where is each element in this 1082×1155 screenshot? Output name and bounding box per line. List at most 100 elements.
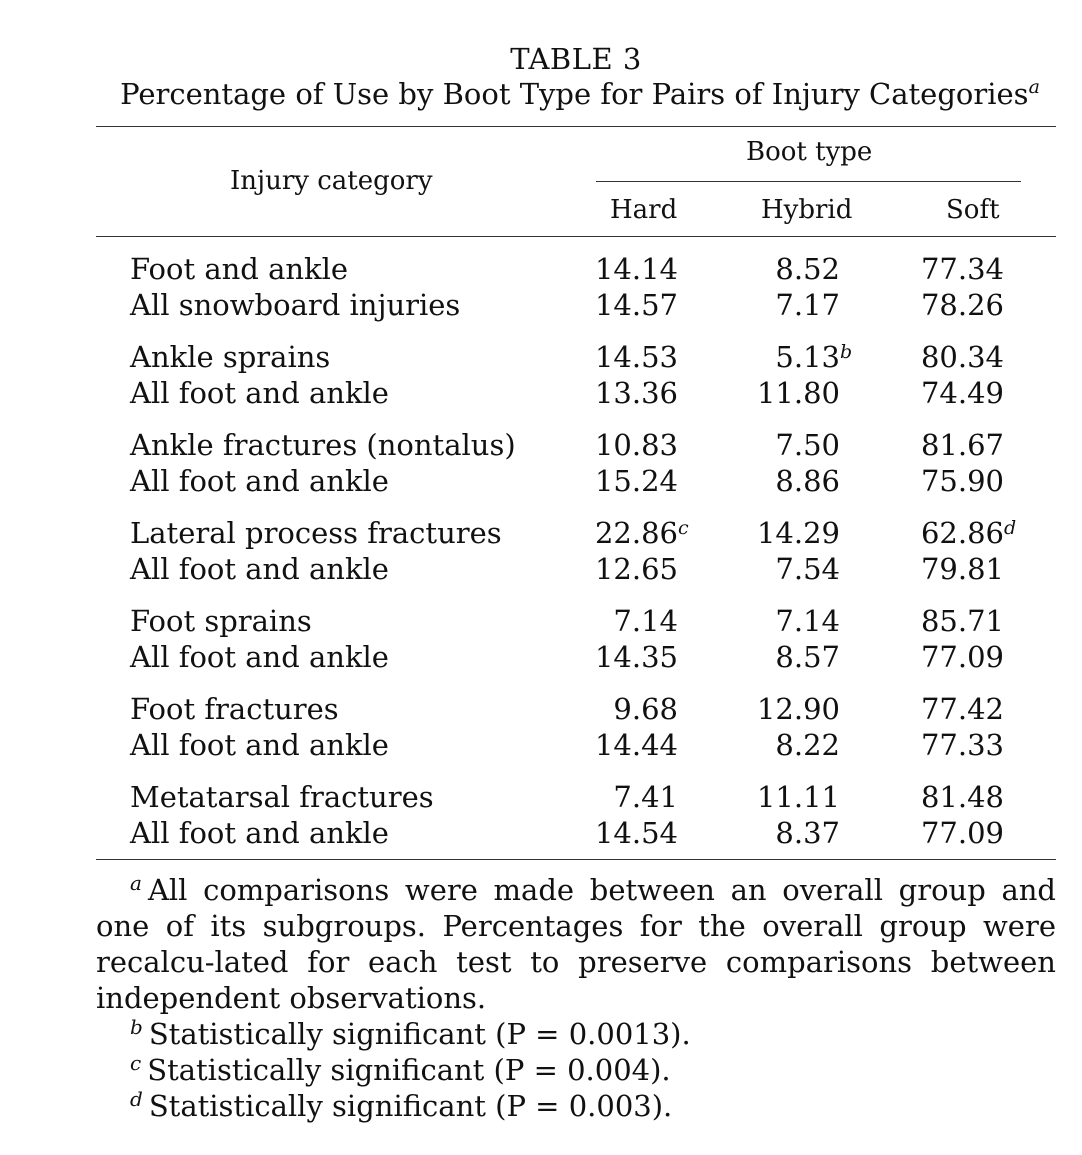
- cell-soft-value: 81.48: [920, 780, 1004, 814]
- cell-hard-value: 14.57: [594, 288, 678, 322]
- cell-hard-value: 14.44: [594, 728, 678, 762]
- cell-hybrid: 7.50: [680, 428, 840, 462]
- cell-soft-value: 79.81: [920, 552, 1004, 586]
- cell-soft-value: 77.34: [920, 252, 1004, 286]
- footnotes: a All comparisons were made between an ov…: [96, 872, 1056, 1124]
- cell-hard-value: 14.14: [594, 252, 678, 286]
- row-label: Lateral process fractures: [130, 516, 502, 550]
- cell-hard: 9.68: [518, 692, 678, 726]
- cell-soft: 78.26: [844, 288, 1004, 322]
- cell-hard: 14.57: [518, 288, 678, 322]
- cell-soft: 81.67: [844, 428, 1004, 462]
- cell-hybrid: 8.22: [680, 728, 840, 762]
- cell-soft: 62.86 d: [920, 516, 1017, 550]
- footnote-d: d Statistically significant (P = 0.003).: [96, 1088, 1056, 1124]
- cell-hard: 14.53: [518, 340, 678, 374]
- cell-soft: 75.90: [844, 464, 1004, 498]
- row-label: All foot and ankle: [130, 728, 389, 762]
- table-bottom-rule: [96, 859, 1056, 860]
- cell-soft-value: 77.09: [920, 816, 1004, 850]
- row-label: All foot and ankle: [130, 640, 389, 674]
- column-header-soft: Soft: [946, 195, 1000, 225]
- cell-hybrid-value: 12.90: [756, 692, 840, 726]
- cell-hard: 12.65: [518, 552, 678, 586]
- row-label: Ankle sprains: [130, 340, 331, 374]
- cell-hybrid-value: 8.22: [775, 728, 840, 762]
- cell-hard: 14.54: [518, 816, 678, 850]
- cell-soft: 77.09: [844, 640, 1004, 674]
- cell-hybrid-value: 14.29: [756, 516, 840, 550]
- cell-hard: 7.41: [518, 780, 678, 814]
- cell-soft: 77.42: [844, 692, 1004, 726]
- cell-hard: 22.86 c: [594, 516, 689, 550]
- cell-soft-value: 77.33: [920, 728, 1004, 762]
- cell-hard-value: 15.24: [594, 464, 678, 498]
- cell-hard: 7.14: [518, 604, 678, 638]
- cell-hard: 14.44: [518, 728, 678, 762]
- table-caption-footnote-mark: a: [1028, 76, 1040, 98]
- boot-type-spanner-header: Boot type: [746, 137, 873, 167]
- row-label: All foot and ankle: [130, 376, 389, 410]
- table-caption: Percentage of Use by Boot Type for Pairs…: [0, 77, 1082, 111]
- cell-hard-value: 14.54: [594, 816, 678, 850]
- cell-hard-value: 7.14: [613, 604, 678, 638]
- footnote-d-mark: d: [130, 1087, 143, 1111]
- stub-header: Injury category: [230, 166, 433, 196]
- footnote-d-text: Statistically significant (P = 0.003).: [148, 1089, 673, 1123]
- footnote-a-mark: a: [130, 871, 142, 895]
- cell-soft-value: 74.49: [920, 376, 1004, 410]
- cell-hybrid-value: 7.17: [775, 288, 840, 322]
- cell-hard: 13.36: [518, 376, 678, 410]
- cell-soft-value: 78.26: [920, 288, 1004, 322]
- cell-hybrid: 8.37: [680, 816, 840, 850]
- cell-soft: 81.48: [844, 780, 1004, 814]
- cell-hybrid-value: 8.57: [775, 640, 840, 674]
- row-label: All snowboard injuries: [130, 288, 461, 322]
- row-label: All foot and ankle: [130, 552, 389, 586]
- cell-hard-value: 22.86: [594, 516, 678, 550]
- cell-hard: 15.24: [518, 464, 678, 498]
- cell-soft: 85.71: [844, 604, 1004, 638]
- cell-hard-value: 10.83: [594, 428, 678, 462]
- cell-hybrid-value: 11.80: [756, 376, 840, 410]
- cell-hard: 14.35: [518, 640, 678, 674]
- cell-soft-value: 85.71: [920, 604, 1004, 638]
- cell-soft: 79.81: [844, 552, 1004, 586]
- header-bottom-rule: [96, 236, 1056, 237]
- cell-hybrid: 11.80: [680, 376, 840, 410]
- row-label: All foot and ankle: [130, 816, 389, 850]
- spanner-rule: [596, 181, 1021, 182]
- cell-hard-value: 12.65: [594, 552, 678, 586]
- cell-hybrid: 8.86: [680, 464, 840, 498]
- cell-hard: 10.83: [518, 428, 678, 462]
- cell-hybrid-value: 8.52: [775, 252, 840, 286]
- table-top-rule: [96, 126, 1056, 127]
- footnote-c: c Statistically significant (P = 0.004).: [96, 1052, 1056, 1088]
- footnote-b-mark: b: [130, 1015, 143, 1039]
- table-caption-text: Percentage of Use by Boot Type for Pairs…: [120, 77, 1029, 111]
- footnote-c-mark: c: [130, 1051, 142, 1075]
- footnote-b: b Statistically significant (P = 0.0013).: [96, 1016, 1056, 1052]
- row-label: Foot sprains: [130, 604, 312, 638]
- cell-soft-value: 62.86: [920, 516, 1004, 550]
- cell-hybrid-value: 8.37: [775, 816, 840, 850]
- cell-hybrid: 14.29: [680, 516, 840, 550]
- cell-hybrid-value: 8.86: [775, 464, 840, 498]
- cell-hybrid: 8.52: [680, 252, 840, 286]
- cell-hard-value: 9.68: [613, 692, 678, 726]
- cell-soft-value: 77.42: [920, 692, 1004, 726]
- cell-hybrid: 7.14: [680, 604, 840, 638]
- row-label: Ankle fractures (nontalus): [130, 428, 516, 462]
- cell-hybrid-value: 7.54: [775, 552, 840, 586]
- cell-soft: 77.34: [844, 252, 1004, 286]
- cell-hybrid: 11.11: [680, 780, 840, 814]
- cell-soft: 77.09: [844, 816, 1004, 850]
- cell-hybrid-value: 7.50: [775, 428, 840, 462]
- cell-hard-value: 7.41: [613, 780, 678, 814]
- cell-hard-value: 14.53: [594, 340, 678, 374]
- cell-soft-value: 77.09: [920, 640, 1004, 674]
- cell-soft-value: 75.90: [920, 464, 1004, 498]
- cell-soft: 74.49: [844, 376, 1004, 410]
- row-label: Foot fractures: [130, 692, 339, 726]
